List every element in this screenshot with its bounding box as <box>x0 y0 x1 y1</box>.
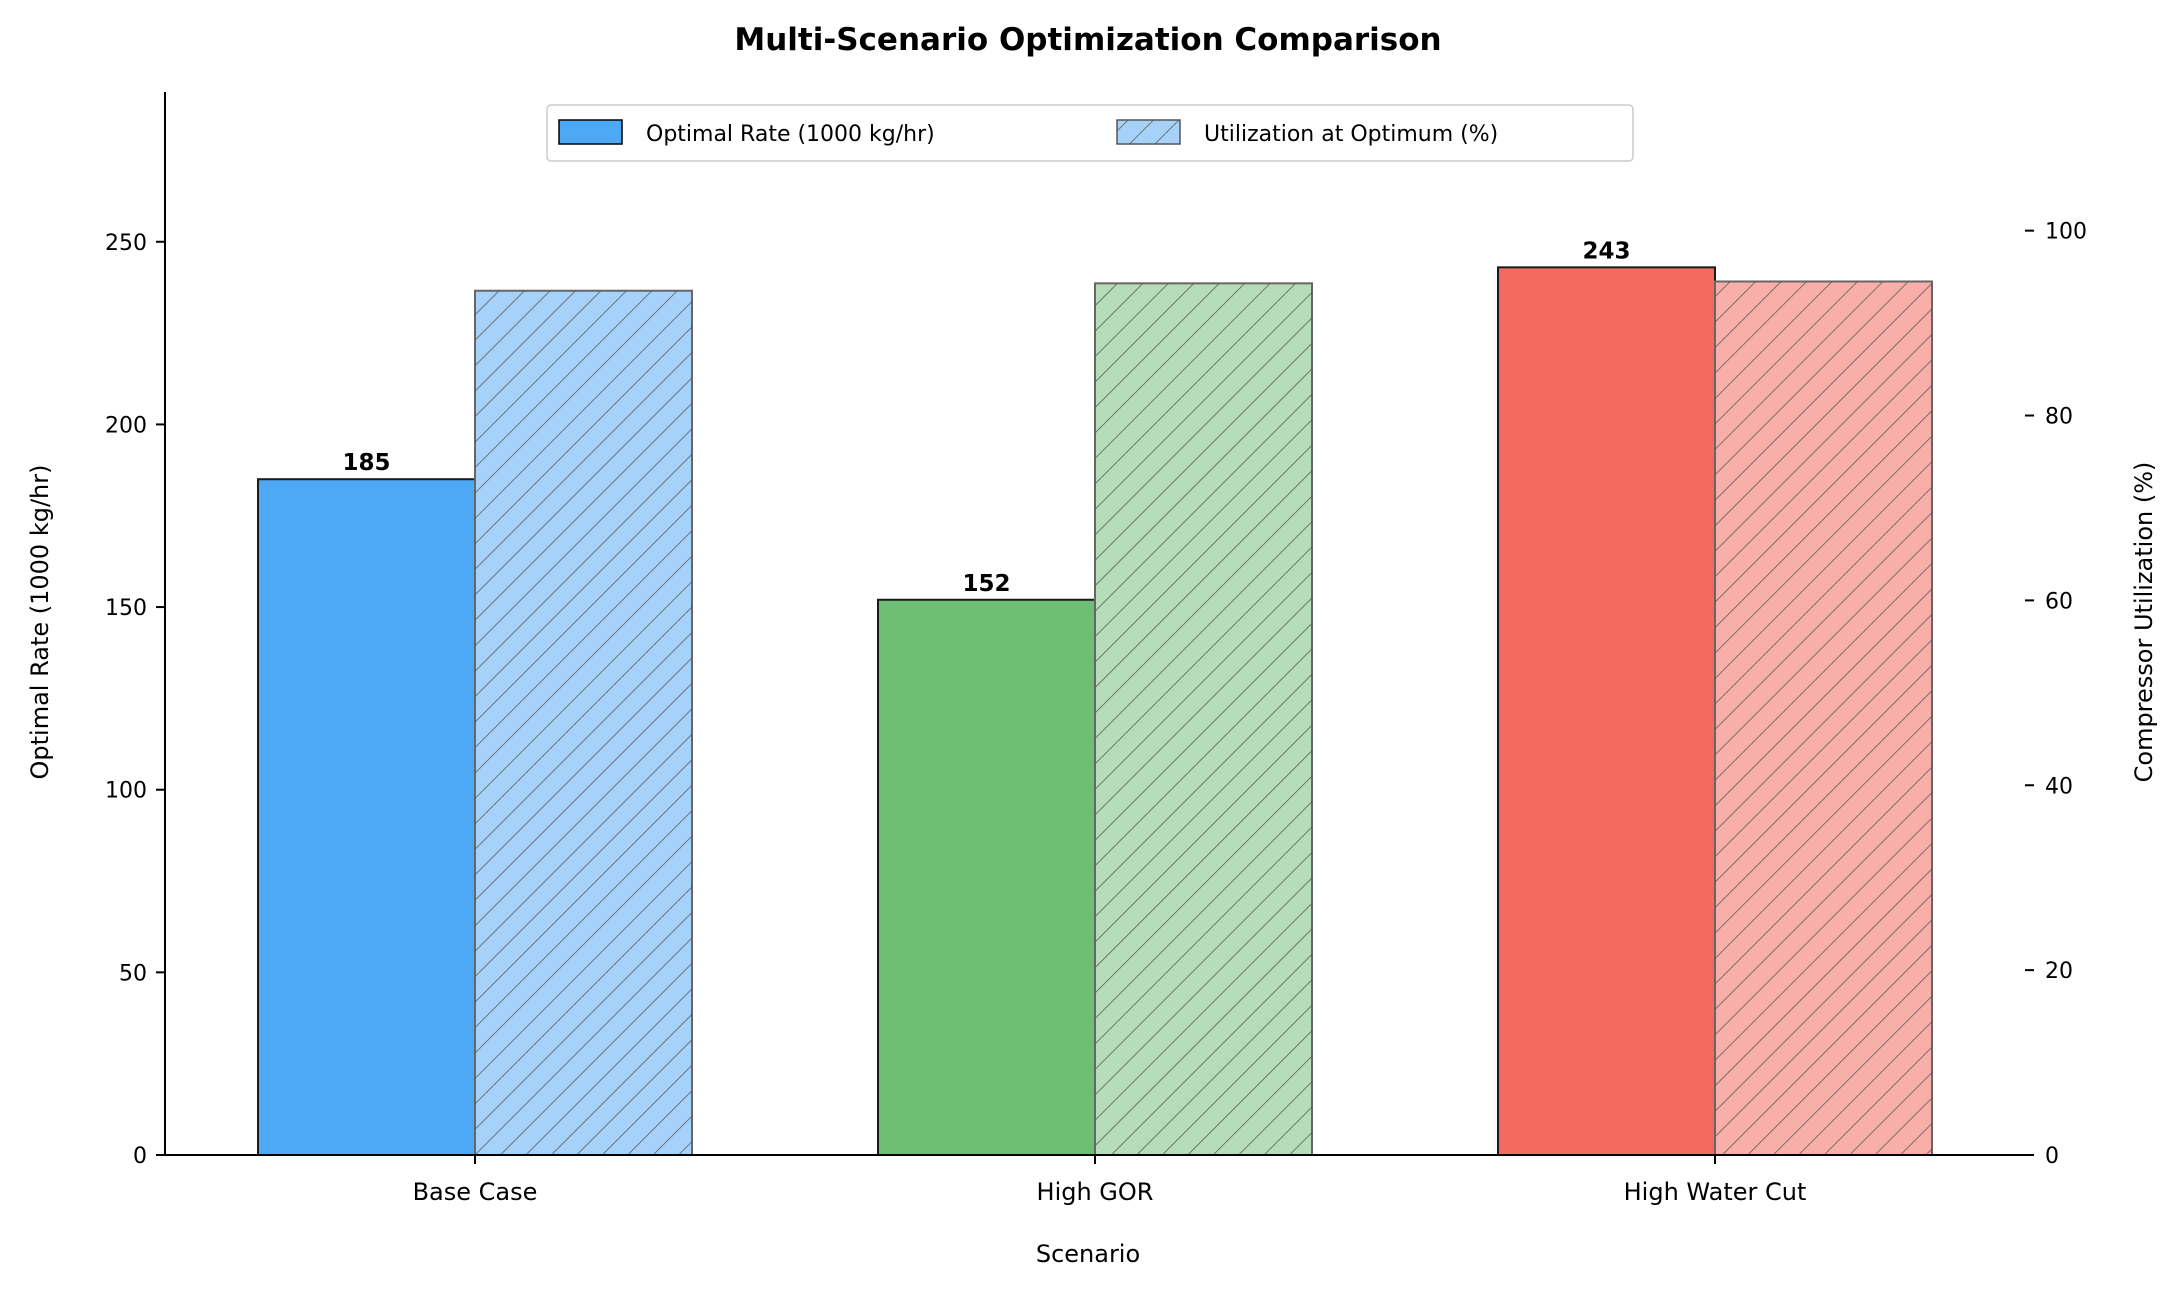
bar-utilization-hatch-base-case <box>475 290 692 1156</box>
bars-layer: 185 152 243 <box>257 238 1933 1157</box>
bar-utilization-hatch-high-gor <box>1095 283 1312 1156</box>
x-tick-label-base-case: Base Case <box>413 1178 538 1206</box>
x-tick-label-high-water-cut: High Water Cut <box>1624 1178 1807 1206</box>
y2-tick-label-20: 20 <box>2045 959 2073 984</box>
y-tick-label-200: 200 <box>105 413 147 438</box>
axes-layer: Base Case High GOR High Water Cut 0 50 100 150… <box>105 92 2087 1206</box>
bar-utilization-hatch-high-water-cut <box>1715 281 1932 1155</box>
bar-optimal-rate-base-case <box>257 478 476 1157</box>
bar-optimal-rate-high-gor <box>877 598 1096 1156</box>
legend-label-utilization: Utilization at Optimum (%) <box>1204 122 1498 147</box>
y2-tick-label-40: 40 <box>2045 774 2073 799</box>
chart-title: Multi-Scenario Optimization Comparison <box>734 22 1441 58</box>
y-tick-label-150: 150 <box>105 596 147 621</box>
y-tick-label-100: 100 <box>105 779 147 804</box>
data-label-high-water-cut: 243 <box>1582 238 1630 264</box>
y2-tick-label-80: 80 <box>2045 405 2073 430</box>
y2-tick-label-100: 100 <box>2045 220 2087 245</box>
bar-optimal-rate-high-water-cut <box>1497 266 1716 1156</box>
y-tick-label-0: 0 <box>133 1144 147 1169</box>
y-axis-label: Optimal Rate (1000 kg/hr) <box>26 465 54 780</box>
y2-axis-label: Compressor Utilization (%) <box>2130 462 2158 783</box>
legend-swatch-utilization-hatch <box>1117 120 1180 144</box>
legend-label-optimal-rate: Optimal Rate (1000 kg/hr) <box>646 122 935 147</box>
data-label-high-gor: 152 <box>962 571 1010 597</box>
legend: Optimal Rate (1000 kg/hr) Utilization at… <box>546 104 1634 162</box>
legend-frame <box>546 104 1634 162</box>
y-tick-label-50: 50 <box>119 961 147 986</box>
y2-tick-label-60: 60 <box>2045 589 2073 614</box>
x-tick-label-high-gor: High GOR <box>1037 1178 1154 1206</box>
legend-swatch-optimal-rate <box>558 119 623 145</box>
data-label-base-case: 185 <box>342 450 390 476</box>
x-axis-label: Scenario <box>1036 1240 1140 1268</box>
y2-tick-label-0: 0 <box>2045 1144 2059 1169</box>
y-tick-label-250: 250 <box>105 231 147 256</box>
